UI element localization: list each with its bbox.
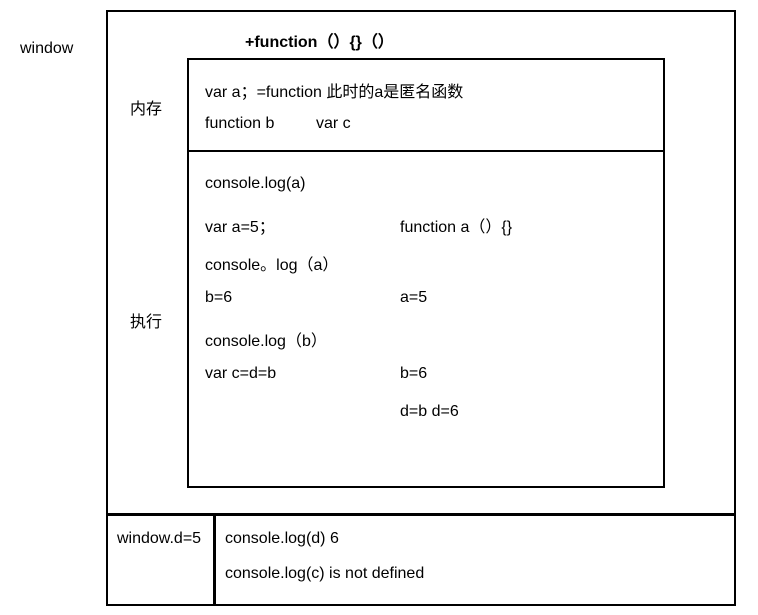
exec-row-4-left: console.log（b） (205, 327, 327, 351)
exec-row-1-left: var a=5； (205, 213, 275, 237)
bottom-divider (106, 513, 736, 516)
window-label: window (20, 40, 73, 58)
inner-divider (187, 150, 665, 152)
memory-line1: var a；=function 此时的a是匿名函数 (205, 78, 463, 102)
bottom-vertical-divider (213, 513, 216, 606)
memory-line2-left: function b (205, 115, 274, 133)
exec-row-6-right: d=b d=6 (400, 403, 459, 421)
exec-row-1-right: function a（）{} (400, 213, 512, 237)
memory-label: 内存 (130, 95, 162, 119)
bottom-line1: console.log(d) 6 (225, 530, 339, 548)
header-text: +function（）{}（） (245, 28, 394, 52)
exec-row-3-right: a=5 (400, 289, 427, 307)
exec-row-2-left: console。log（a） (205, 251, 338, 275)
exec-row-0-left: console.log(a) (205, 175, 306, 193)
execute-label: 执行 (130, 308, 162, 332)
memory-line2-right: var c (316, 115, 351, 133)
exec-row-5-left: var c=d=b (205, 365, 276, 383)
window-d-label: window.d=5 (117, 530, 201, 548)
exec-row-3-left: b=6 (205, 289, 232, 307)
exec-row-5-right: b=6 (400, 365, 427, 383)
bottom-line2: console.log(c) is not defined (225, 565, 424, 583)
